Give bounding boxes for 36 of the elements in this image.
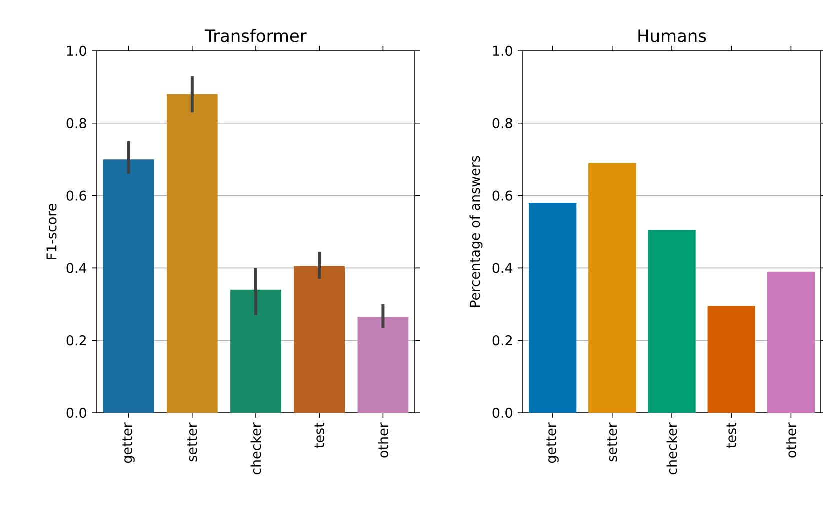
bar [294,266,346,413]
x-tick-label: getter [546,422,559,464]
bar [588,163,636,413]
y-axis-title: Percentage of answers [470,156,483,308]
y-tick-label: 0.6 [66,190,86,201]
bar [230,290,282,413]
y-tick-label: 1.0 [493,46,512,56]
x-tick-label: setter [608,422,618,462]
x-tick-label: setter [188,422,198,462]
y-tick-label: 0.8 [492,118,512,128]
x-tick-label: checker [666,422,678,475]
x-tick-label: checker [250,422,262,475]
x-tick-label: other [786,422,796,458]
y-tick-label: 0.8 [66,118,86,128]
y-axis-title: F1-score [46,204,57,260]
x-tick-label: other [378,422,388,458]
bar [358,317,409,413]
bar [528,203,577,413]
bar [103,160,154,413]
x-tick-label: getter [122,422,135,464]
y-tick-label: 1.0 [67,46,86,56]
x-tick-label: test [726,423,736,448]
y-tick-label: 0.0 [492,408,512,418]
bar [767,272,816,413]
y-tick-label: 0.2 [66,336,86,346]
x-tick-label: test [314,423,324,448]
y-tick-label: 0.6 [492,190,512,201]
y-tick-label: 0.2 [492,336,512,346]
bar [166,94,218,413]
y-tick-label: 0.0 [66,408,86,418]
bar [708,306,756,413]
chart-title: Humans [638,30,706,42]
chart-title: Transformer [205,29,307,42]
y-tick-label: 0.4 [66,263,87,274]
bar [648,230,696,413]
y-tick-label: 0.4 [492,263,513,274]
